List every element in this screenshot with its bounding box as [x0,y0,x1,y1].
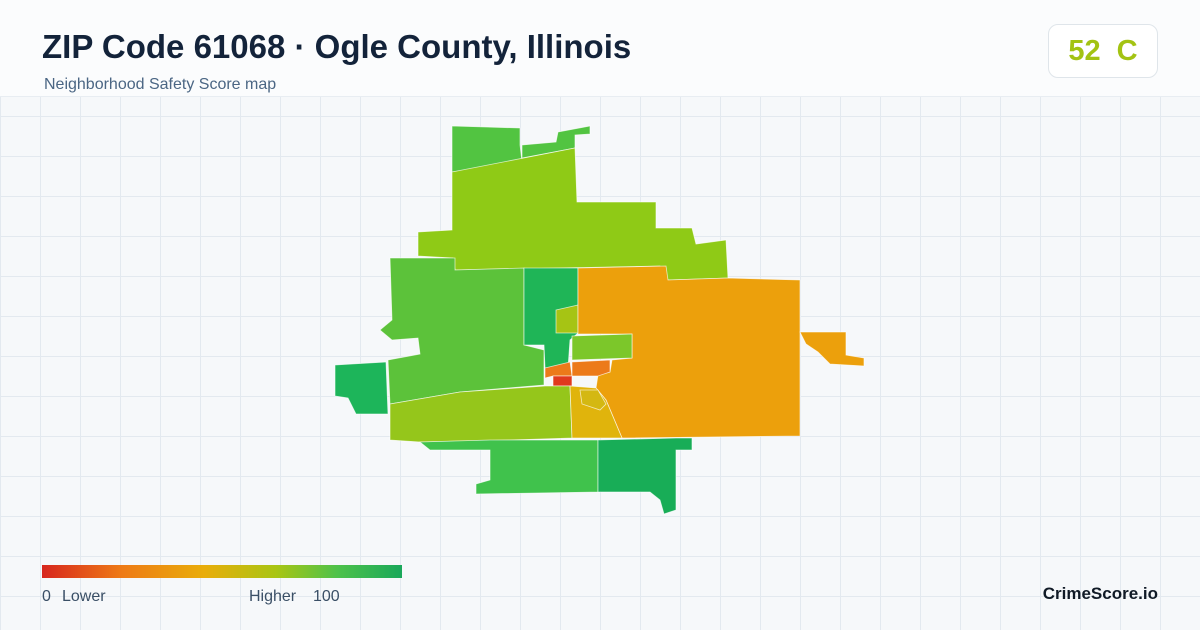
region [451,125,523,173]
score-badge: 52 C [1048,24,1158,78]
score-value: 52 [1068,34,1101,67]
legend-min: 0 [42,588,51,605]
subtitle: Neighborhood Safety Score map [44,76,277,93]
region [579,389,607,411]
title: ZIP Code 61068 · Ogle County, Illinois [42,28,632,65]
region [552,375,573,387]
legend-gradient [42,565,402,578]
legend-max: 100 [313,588,340,605]
region [379,257,545,405]
score-grade: C [1116,34,1138,67]
header [0,0,1200,97]
region [571,359,611,377]
brand: CrimeScore.io [1042,584,1158,603]
legend-max-label: Higher [249,588,297,605]
region [334,361,389,415]
region [418,439,599,495]
region [555,304,579,334]
region [799,331,865,367]
region [571,333,633,361]
legend-min-label: Lower [62,588,106,605]
region [597,437,693,515]
